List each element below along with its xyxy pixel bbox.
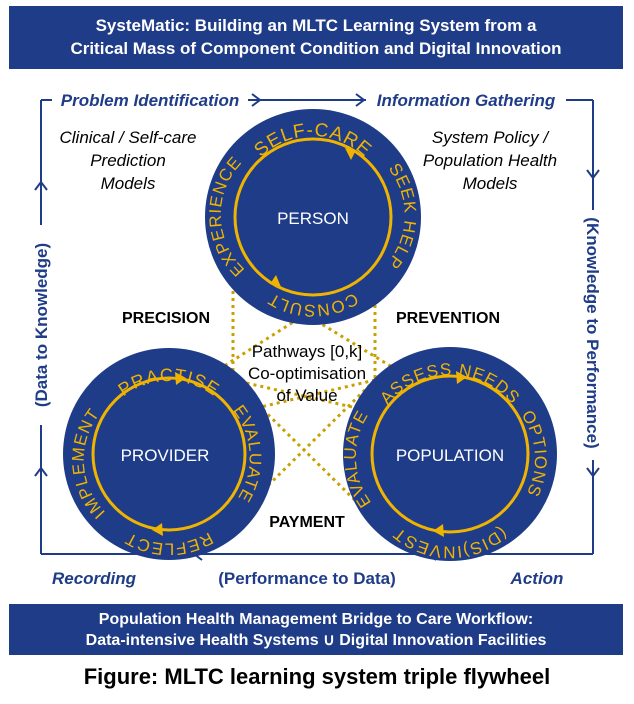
- clinical-models-text: Clinical / Self-care Prediction Models: [60, 128, 197, 193]
- stage-left-bg: [30, 225, 52, 425]
- frame-arrowheads: [34, 93, 600, 561]
- stage-performance-to-data: (Performance to Data): [218, 569, 396, 588]
- center-line-2: Co-optimisation: [248, 364, 366, 383]
- stage-problem-identification: Problem Identification: [61, 91, 240, 110]
- policy-models-text: System Policy / Population Health Models: [423, 128, 557, 193]
- person-ring-arrowhead: [345, 148, 356, 160]
- prevention-label: PREVENTION: [396, 310, 500, 327]
- person-label: PERSON: [277, 209, 349, 228]
- figure-caption: Figure: MLTC learning system triple flyw…: [83, 664, 551, 689]
- bottom-banner-line-1: Population Health Management Bridge to C…: [98, 611, 534, 628]
- population-label: POPULATION: [396, 446, 504, 465]
- population-wheel: POPULATION ASSESS NEEDS EVALUATE OPTIONS…: [341, 347, 557, 562]
- center-line-1: Pathways [0,k]: [252, 342, 363, 361]
- population-ring-arrowhead: [456, 371, 467, 384]
- center-text: Pathways [0,k] Co-optimisation of Value: [248, 342, 366, 405]
- population-wheel-ring: [370, 374, 530, 534]
- provider-wheel-ring: [91, 376, 247, 532]
- population-wheel-disc: [343, 347, 557, 561]
- provider-label: PROVIDER: [121, 446, 210, 465]
- provider-wheel: PROVIDER PRACTISE IMPLEMENT EVALUATE REF…: [63, 348, 275, 560]
- stage-information-gathering: Information Gathering: [377, 91, 556, 110]
- title-line-1: SysteMatic: Building an MLTC Learning Sy…: [95, 16, 537, 35]
- stage-recording: Recording: [52, 569, 137, 588]
- precision-label: PRECISION: [122, 310, 210, 327]
- person-wheel-ring: [233, 137, 393, 297]
- person-ring-arrowhead-2: [270, 275, 281, 287]
- title-line-2: Critical Mass of Component Condition and…: [70, 39, 562, 58]
- clinical-models-line-3: Models: [101, 174, 156, 193]
- clinical-models-line-2: Prediction: [90, 151, 166, 170]
- payment-label: PAYMENT: [269, 514, 345, 531]
- policy-models-line-2: Population Health: [423, 151, 557, 170]
- stage-right-bg: [582, 210, 604, 460]
- stage-bottom-left-bg: [52, 568, 138, 588]
- person-wheel-disc: [205, 109, 421, 325]
- stage-data-to-knowledge: (Data to Knowledge): [32, 243, 51, 407]
- person-wheel: PERSON SELF-CARE EXPERIENCE SEEK HELP CO…: [205, 109, 421, 325]
- clinical-models-line-1: Clinical / Self-care: [60, 128, 197, 147]
- stage-action: Action: [510, 569, 564, 588]
- center-line-3: of Value: [276, 386, 337, 405]
- title-banner: SysteMatic: Building an MLTC Learning Sy…: [9, 6, 623, 69]
- population-ring-arrowhead-2: [433, 524, 444, 537]
- provider-ring-arrowhead-2: [152, 523, 163, 536]
- policy-models-line-1: System Policy /: [432, 128, 550, 147]
- stage-top-left-bg: [52, 88, 248, 110]
- policy-models-line-3: Models: [463, 174, 518, 193]
- provider-ring-arrowhead: [175, 372, 186, 385]
- bottom-banner-line-2: Data-intensive Health Systems ∪ Digital …: [85, 632, 547, 649]
- bottom-banner: Population Health Management Bridge to C…: [9, 604, 623, 655]
- stage-knowledge-to-performance: (Knowledge to Performance): [583, 217, 602, 448]
- stage-top-right-bg: [366, 88, 566, 110]
